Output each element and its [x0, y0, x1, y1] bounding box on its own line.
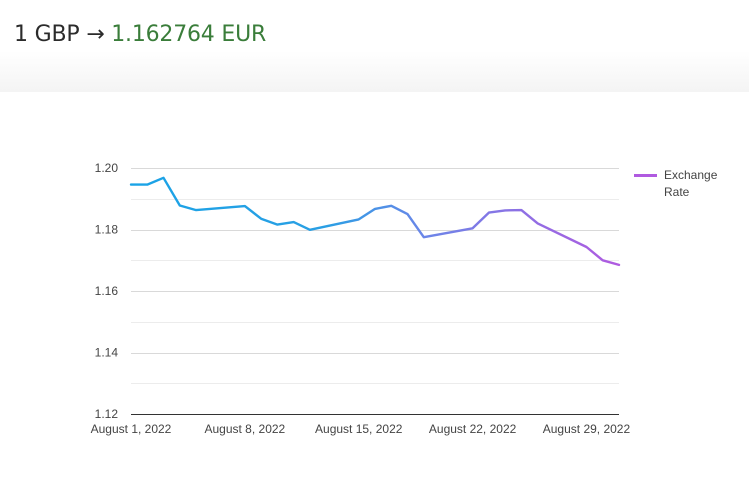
y-tick-label: 1.12	[95, 407, 119, 421]
data-point[interactable]	[353, 213, 365, 225]
conversion-rate-text: 1 GBP → 1.162764 EUR	[14, 22, 266, 47]
conversion-header: 1 GBP → 1.162764 EUR	[0, 0, 749, 92]
arrow-icon: →	[86, 22, 105, 47]
series-line-exchange-rate	[129, 176, 621, 267]
data-point[interactable]	[239, 200, 251, 212]
data-point[interactable]	[483, 207, 495, 219]
data-point[interactable]	[304, 224, 316, 236]
series-layer	[125, 172, 625, 271]
legend-label: Exchange Rate	[664, 168, 718, 199]
y-tick-label: 1.14	[95, 346, 119, 360]
data-point[interactable]	[515, 204, 527, 216]
grid-lines	[131, 168, 619, 415]
data-point[interactable]	[125, 179, 137, 191]
data-point[interactable]	[499, 204, 511, 216]
y-tick-label: 1.16	[95, 284, 119, 298]
legend: Exchange Rate	[634, 168, 718, 199]
data-point[interactable]	[613, 259, 625, 271]
data-point[interactable]	[532, 217, 544, 229]
data-point[interactable]	[271, 219, 283, 231]
x-tick-label: August 15, 2022	[315, 422, 403, 436]
data-point[interactable]	[141, 179, 153, 191]
y-axis-labels: 1.12 1.14 1.16 1.18 1.20	[95, 161, 119, 421]
data-point[interactable]	[467, 222, 479, 234]
data-point[interactable]	[418, 231, 430, 243]
y-tick-label: 1.20	[95, 161, 119, 175]
x-tick-label: August 1, 2022	[91, 422, 172, 436]
quote-amount: 1.162764 EUR	[111, 22, 267, 47]
x-tick-label: August 22, 2022	[429, 422, 517, 436]
data-point[interactable]	[597, 254, 609, 266]
x-tick-label: August 8, 2022	[204, 422, 285, 436]
data-point[interactable]	[288, 216, 300, 228]
data-point[interactable]	[174, 200, 186, 212]
data-point[interactable]	[255, 213, 267, 225]
data-point[interactable]	[158, 172, 170, 184]
y-tick-label: 1.18	[95, 223, 119, 237]
base-amount: 1 GBP	[14, 22, 80, 47]
data-point[interactable]	[385, 200, 397, 212]
data-point[interactable]	[369, 203, 381, 215]
data-point[interactable]	[581, 241, 593, 253]
data-point[interactable]	[402, 208, 414, 220]
x-axis-labels: August 1, 2022 August 8, 2022 August 15, 2…	[91, 422, 631, 436]
x-tick-label: August 29, 2022	[543, 422, 631, 436]
data-point[interactable]	[190, 204, 202, 216]
